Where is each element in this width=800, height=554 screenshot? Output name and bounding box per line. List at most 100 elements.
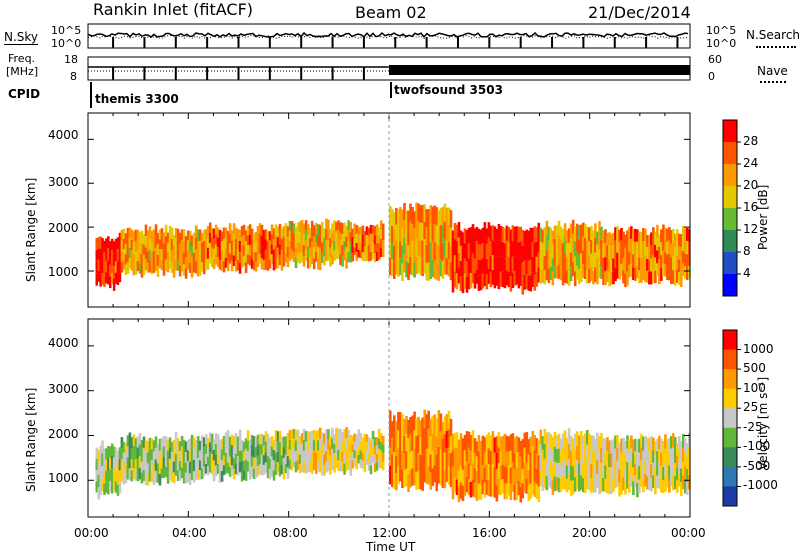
scatter-cell — [537, 455, 541, 471]
scatter-cell — [272, 228, 276, 239]
scatter-cell — [676, 455, 679, 468]
scatter-cell — [547, 226, 551, 241]
scatter-cell — [509, 245, 513, 261]
scatter-cell — [377, 428, 381, 439]
scatter-cell — [499, 241, 503, 257]
scatter-cell — [499, 226, 503, 242]
scatter-cell — [569, 266, 573, 282]
scatter-cell — [481, 479, 485, 495]
scatter-cell — [624, 454, 627, 468]
colorbar-swatch — [723, 208, 737, 231]
scatter-cell — [586, 255, 589, 270]
scatter-cell — [616, 239, 619, 253]
scatter-cell — [573, 433, 577, 449]
scatter-cell — [182, 461, 186, 473]
scatter-cell — [650, 450, 653, 464]
scatter-cell — [206, 466, 210, 476]
scatter-cell — [355, 443, 359, 452]
scatter-cell — [588, 269, 591, 283]
scatter-cell — [192, 459, 196, 472]
scatter-cell — [347, 449, 350, 460]
scatter-cell — [379, 441, 383, 451]
scatter-cell — [296, 242, 300, 253]
scatter-cell — [118, 257, 122, 270]
scatter-cell — [590, 239, 593, 254]
scatter-cell — [531, 242, 535, 258]
scatter-cell — [563, 223, 567, 239]
scatter-cell — [419, 420, 422, 438]
scatter-cell — [236, 228, 240, 240]
scatter-cell — [312, 460, 316, 471]
scatter-cell — [541, 242, 545, 257]
scatter-cell — [156, 265, 160, 277]
scatter-cell — [158, 258, 162, 269]
scatter-cell — [337, 460, 340, 471]
scatter-cell — [343, 463, 346, 475]
scatter-cell — [519, 456, 523, 472]
scatter-cell — [630, 238, 633, 252]
scatter-cell — [606, 479, 609, 494]
scatter-cell — [321, 242, 324, 253]
scatter-cell — [290, 221, 294, 231]
scatter-cell — [475, 471, 479, 486]
scatter-cell — [551, 480, 555, 495]
scatter-cell — [166, 461, 170, 473]
scatter-cell — [555, 462, 559, 477]
scatter-cell — [642, 450, 645, 465]
scatter-cell — [126, 435, 130, 447]
scatter-cell — [97, 237, 100, 249]
scatter-cell — [622, 464, 625, 478]
scatter-cell — [375, 437, 379, 446]
scatter-cell — [210, 443, 214, 454]
scatter-cell — [359, 433, 363, 442]
scatter-cell — [182, 450, 186, 462]
scatter-cell — [668, 227, 671, 241]
scatter-cell — [178, 265, 182, 277]
scatter-cell — [602, 451, 605, 465]
scatter-cell — [144, 462, 148, 474]
scatter-cell — [152, 261, 156, 273]
scatter-cell — [178, 254, 182, 266]
scatter-cell — [116, 451, 120, 463]
colorbar-swatch — [723, 142, 737, 165]
scatter-cell — [294, 440, 298, 452]
scatter-cell — [399, 258, 402, 276]
scatter-cell — [459, 245, 463, 261]
scatter-cell — [377, 243, 381, 252]
scatter-cell — [678, 461, 681, 474]
scatter-cell — [539, 227, 543, 242]
scatter-cell — [469, 466, 473, 482]
scatter-cell — [634, 451, 637, 464]
scatter-cell — [262, 455, 266, 465]
scatter-cell — [103, 460, 106, 472]
scatter-cell — [606, 437, 609, 452]
scatter-cell — [632, 241, 635, 255]
scatter-cell — [367, 462, 371, 471]
scatter-cell — [355, 251, 359, 261]
scatter-cell — [371, 455, 375, 464]
scatter-cell — [441, 421, 445, 439]
scatter-cell — [184, 441, 188, 452]
scatter-cell — [220, 241, 224, 252]
scatter-cell — [256, 455, 260, 466]
scatter-cell — [101, 238, 104, 250]
scatter-cell — [393, 433, 396, 452]
scatter-cell — [636, 468, 639, 483]
scatter-cell — [487, 237, 491, 253]
scatter-cell — [666, 451, 669, 464]
scatter-cell — [359, 450, 363, 460]
scatter-cell — [254, 436, 258, 448]
scatter-cell — [666, 439, 669, 452]
scatter-cell — [563, 253, 567, 268]
scatter-cell — [447, 224, 451, 242]
scatter-cell — [684, 241, 687, 254]
scatter-cell — [246, 461, 250, 472]
scatter-cell — [220, 261, 224, 271]
scatter-cell — [650, 477, 653, 492]
scatter-cell — [499, 466, 503, 481]
scatter-cell — [138, 263, 142, 274]
scatter-cell — [373, 235, 377, 245]
scatter-cell — [666, 267, 669, 280]
scatter-cell — [413, 430, 416, 449]
scatter-cell — [567, 257, 571, 272]
